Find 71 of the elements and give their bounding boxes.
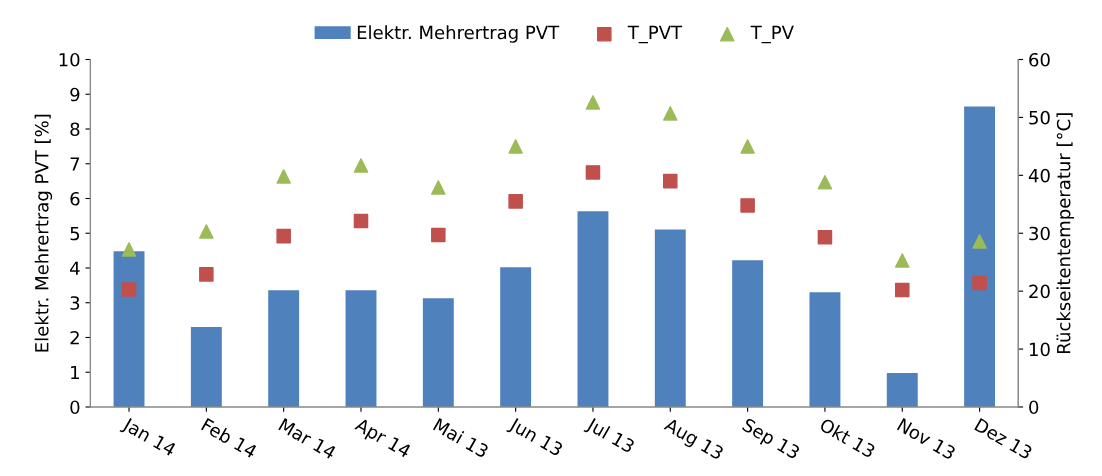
bar xyxy=(500,267,532,407)
x-tick-label: Jan 14 xyxy=(119,416,177,460)
y2-tick-label: 60 xyxy=(1029,52,1050,67)
bar xyxy=(422,298,454,407)
bar xyxy=(113,251,145,407)
x-tick-label: Aug 13 xyxy=(661,417,725,464)
point xyxy=(740,139,755,154)
bar xyxy=(964,106,996,407)
legend-label: T_PV xyxy=(750,25,794,44)
legend-label: Elektr. Mehrertrag PVT xyxy=(357,25,560,43)
x-tick-label: Nov 13 xyxy=(896,417,957,461)
y-tick-label: 6 xyxy=(70,191,80,206)
y2-tick-label: 50 xyxy=(1029,110,1050,125)
point xyxy=(663,173,678,189)
point xyxy=(585,95,601,110)
y-tick-label: 0 xyxy=(70,400,80,415)
point xyxy=(894,282,910,298)
point xyxy=(353,213,369,229)
y-tick-label: 2 xyxy=(70,330,79,345)
bar xyxy=(809,292,841,407)
y-tick-label: 1 xyxy=(71,365,79,380)
y-tick-label: 7 xyxy=(70,157,80,171)
y-axis-title: Elektr. Mehrertrag PVT [%] xyxy=(34,114,53,352)
point xyxy=(199,224,214,239)
y2-tick-label: 40 xyxy=(1028,168,1050,183)
y2-tick-label: 30 xyxy=(1029,226,1050,241)
point xyxy=(972,275,987,291)
y2-tick-label: 0 xyxy=(1029,400,1039,415)
point xyxy=(431,180,446,195)
x-tick-label: Apr 14 xyxy=(352,417,412,462)
point xyxy=(121,282,137,297)
x-tick-label: Sep 13 xyxy=(739,417,801,463)
point xyxy=(817,230,833,245)
y-tick-label: 5 xyxy=(70,226,80,241)
x-tick-label: Mai 13 xyxy=(432,417,490,459)
point xyxy=(508,194,523,209)
bar xyxy=(345,290,377,407)
y2-tick-label: 10 xyxy=(1029,342,1050,357)
bar xyxy=(577,211,609,407)
bar xyxy=(732,260,764,407)
x-tick-label: Okt 13 xyxy=(818,417,877,459)
x-tick-label: Jun 13 xyxy=(506,416,564,460)
point xyxy=(894,253,910,268)
y-tick-label: 9 xyxy=(70,87,80,102)
point xyxy=(508,139,523,154)
y-tick-label: 8 xyxy=(70,122,80,137)
bar xyxy=(268,290,300,407)
point xyxy=(663,106,678,121)
point xyxy=(353,158,369,173)
x-tick-label: Dez 13 xyxy=(974,417,1033,460)
point xyxy=(199,267,214,282)
y2-axis-title: Rückseitentemperatur [°C] xyxy=(1056,113,1074,353)
point xyxy=(585,165,601,180)
x-tick-label: Mar 14 xyxy=(278,418,337,460)
point xyxy=(431,227,446,243)
y2-tick-label: 20 xyxy=(1029,284,1050,299)
bar xyxy=(654,229,686,407)
legend-label: T_PVT xyxy=(627,25,683,44)
y-tick-label: 3 xyxy=(70,296,80,310)
y-tick-label: 4 xyxy=(70,261,80,275)
point xyxy=(121,242,137,257)
point xyxy=(817,174,833,190)
point xyxy=(972,234,987,249)
point xyxy=(276,169,291,184)
point xyxy=(276,228,291,244)
y-tick-label: 10 xyxy=(59,52,80,67)
bar xyxy=(886,372,918,407)
point xyxy=(740,198,755,213)
x-tick-label: Jul 13 xyxy=(583,416,636,457)
bar xyxy=(190,327,222,407)
x-tick-label: Feb 14 xyxy=(200,417,259,459)
